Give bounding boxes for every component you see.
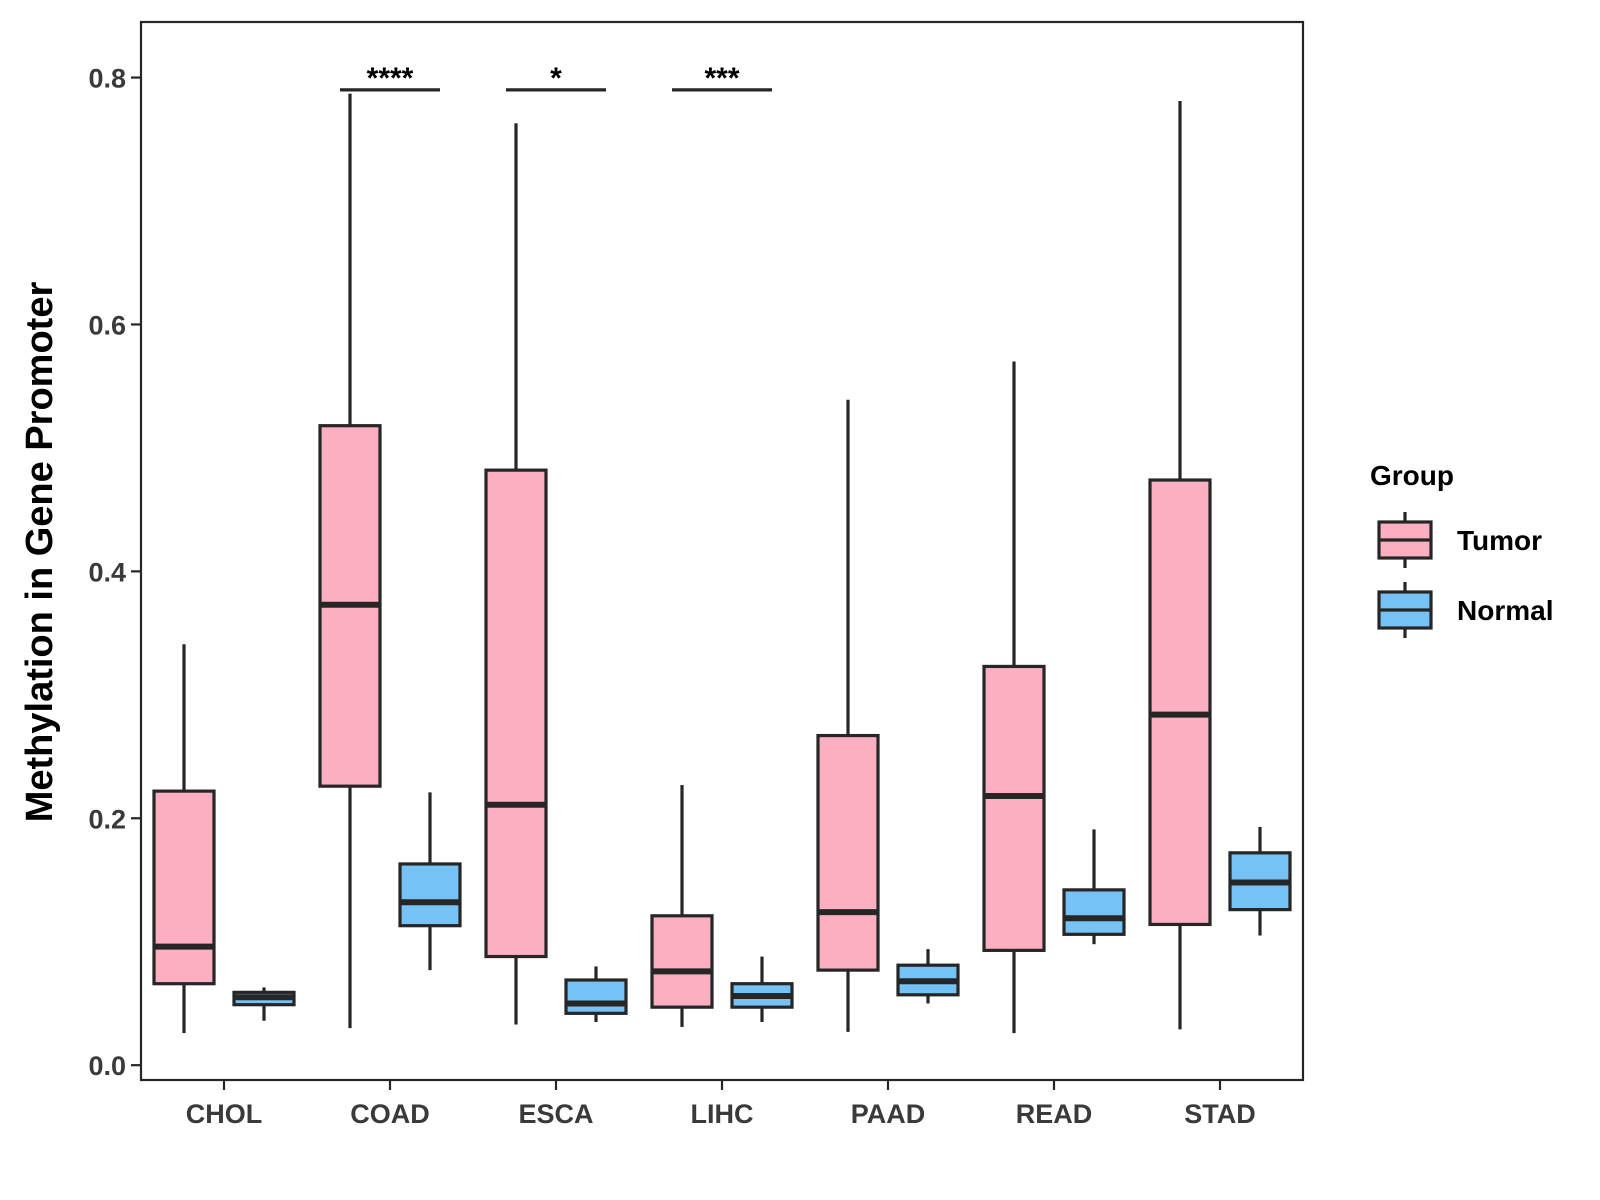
box-normal-esca xyxy=(564,966,628,1022)
box-tumor-read xyxy=(982,361,1046,1034)
iqr-box xyxy=(1148,478,1212,927)
significance-label: * xyxy=(550,62,562,95)
y-tick-label: 0.6 xyxy=(88,310,126,340)
box-tumor-lihc xyxy=(650,784,714,1027)
x-tick-label: CHOL xyxy=(186,1099,263,1129)
legend-entry-normal: Normal xyxy=(1377,582,1553,638)
iqr-box xyxy=(564,978,628,1015)
y-tick-label: 0.8 xyxy=(88,64,126,94)
iqr-box xyxy=(152,789,216,986)
box-normal-read xyxy=(1062,829,1126,945)
box-tumor-esca xyxy=(484,123,548,1025)
box-normal-lihc xyxy=(730,956,794,1022)
legend-label: Tumor xyxy=(1457,525,1542,556)
y-tick-label: 0.0 xyxy=(88,1051,126,1081)
legend-label: Normal xyxy=(1457,595,1553,626)
y-axis: 0.0 0.2 0.4 0.6 0.8 xyxy=(88,64,141,1081)
x-tick-label: LIHC xyxy=(691,1099,754,1129)
box-normal-chol xyxy=(232,987,296,1021)
iqr-box xyxy=(1062,888,1126,936)
significance-label: **** xyxy=(367,62,414,95)
significance-lihc: *** xyxy=(672,62,772,95)
box-tumor-chol xyxy=(152,644,216,1034)
x-axis: CHOL COAD ESCA LIHC PAAD READ STAD xyxy=(186,1080,1256,1129)
box-normal-stad xyxy=(1228,826,1292,936)
iqr-box xyxy=(816,733,880,972)
significance-annotations: **** * *** xyxy=(340,62,772,95)
box-normal-paad xyxy=(896,949,960,1004)
x-tick-label: ESCA xyxy=(518,1099,593,1129)
box-tumor-paad xyxy=(816,399,880,1032)
box-tumor-coad xyxy=(318,93,382,1029)
significance-label: *** xyxy=(704,62,739,95)
iqr-box xyxy=(982,664,1046,952)
y-tick-label: 0.2 xyxy=(88,804,126,834)
boxes xyxy=(152,93,1292,1034)
x-tick-label: STAD xyxy=(1184,1099,1256,1129)
significance-coad: **** xyxy=(340,62,440,95)
legend-entry-tumor: Tumor xyxy=(1377,512,1542,568)
box-tumor-stad xyxy=(1148,101,1212,1030)
legend-title: Group xyxy=(1370,460,1454,491)
iqr-box xyxy=(650,914,714,1009)
x-tick-label: READ xyxy=(1016,1099,1093,1129)
x-tick-label: PAAD xyxy=(851,1099,926,1129)
significance-esca: * xyxy=(506,62,606,95)
y-axis-title: Methylation in Gene Promoter xyxy=(19,282,61,823)
legend: Group Tumor Normal xyxy=(1370,460,1553,638)
iqr-box xyxy=(484,468,548,959)
y-tick-label: 0.4 xyxy=(88,557,126,587)
box-normal-coad xyxy=(398,792,462,971)
iqr-box xyxy=(398,862,462,928)
x-tick-label: COAD xyxy=(350,1099,430,1129)
